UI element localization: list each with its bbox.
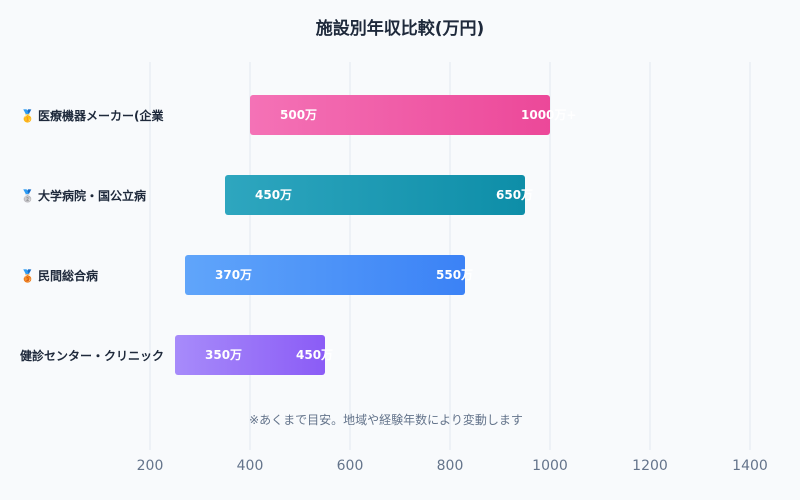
category-label: 大学病院・国公立病 [38,188,146,203]
bar-max-label: 1000万+ [521,108,576,122]
bar-max-label: 450万 [296,348,333,362]
x-tick-label: 1200 [632,458,668,474]
category-label: 民間総合病 [38,268,98,283]
bar-max-label: 650万 [496,188,533,202]
bar [225,175,525,215]
x-tick-label: 200 [137,458,164,474]
x-tick-label: 800 [437,458,464,474]
x-tick-label: 600 [337,458,364,474]
bar [175,335,325,375]
chart-annotation: ※あくまで目安。地域や経験年数により変動します [249,412,523,427]
x-axis-ticks: 200 400 600 800 1000 1200 1400 [137,458,768,474]
x-tick-label: 1400 [732,458,768,474]
x-tick-label: 1000 [532,458,568,474]
medal-icon: 🥇 [20,109,35,123]
medal-icon: 🥈 [20,189,35,203]
bar-min-label: 500万 [280,108,317,122]
chart-title: 施設別年収比較(万円) [316,18,485,39]
bar-min-label: 350万 [205,348,242,362]
bar-min-label: 450万 [255,188,292,202]
category-label: 医療機器メーカー(企業 [38,108,164,123]
category-label: 健診センター・クリニック [20,348,164,363]
bar [185,255,465,295]
bar-min-label: 370万 [215,268,252,282]
bar-max-label: 550万 [436,268,473,282]
medal-icon: 🥉 [20,269,35,283]
bars: 500万 1000万+ 450万 650万 370万 550万 350万 450万 [175,95,576,375]
x-tick-label: 400 [237,458,264,474]
bar [250,95,550,135]
